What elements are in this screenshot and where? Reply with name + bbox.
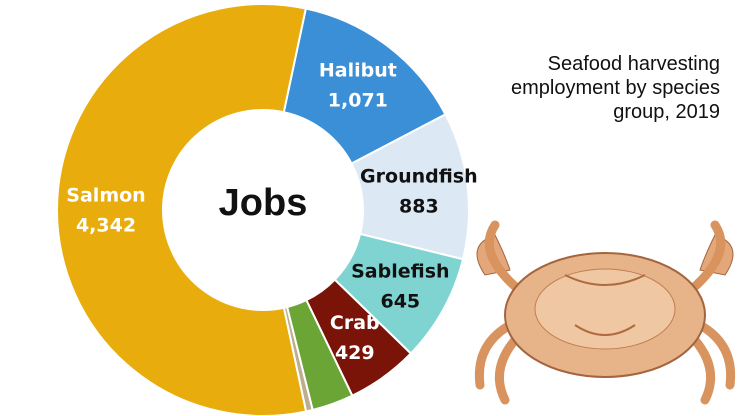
slice-name: Sablefish [351, 261, 449, 283]
slice-value: 1,071 [328, 89, 388, 111]
slice-name: Groundfish [360, 166, 478, 188]
slice-value: 645 [380, 291, 420, 313]
slice-value: 883 [399, 196, 439, 218]
slice-name: Halibut [319, 59, 397, 81]
donut-slice [282, 7, 447, 165]
slice-value: 4,342 [76, 215, 136, 237]
slice-name: Crab [330, 312, 380, 334]
slice-value: 429 [335, 342, 375, 364]
slice-name: Salmon [66, 185, 145, 207]
crab-illustration [474, 220, 736, 405]
center-label: Jobs [219, 182, 308, 224]
chart-title: Seafood harvesting employment by species… [511, 53, 720, 123]
donut-slice [55, 3, 308, 416]
